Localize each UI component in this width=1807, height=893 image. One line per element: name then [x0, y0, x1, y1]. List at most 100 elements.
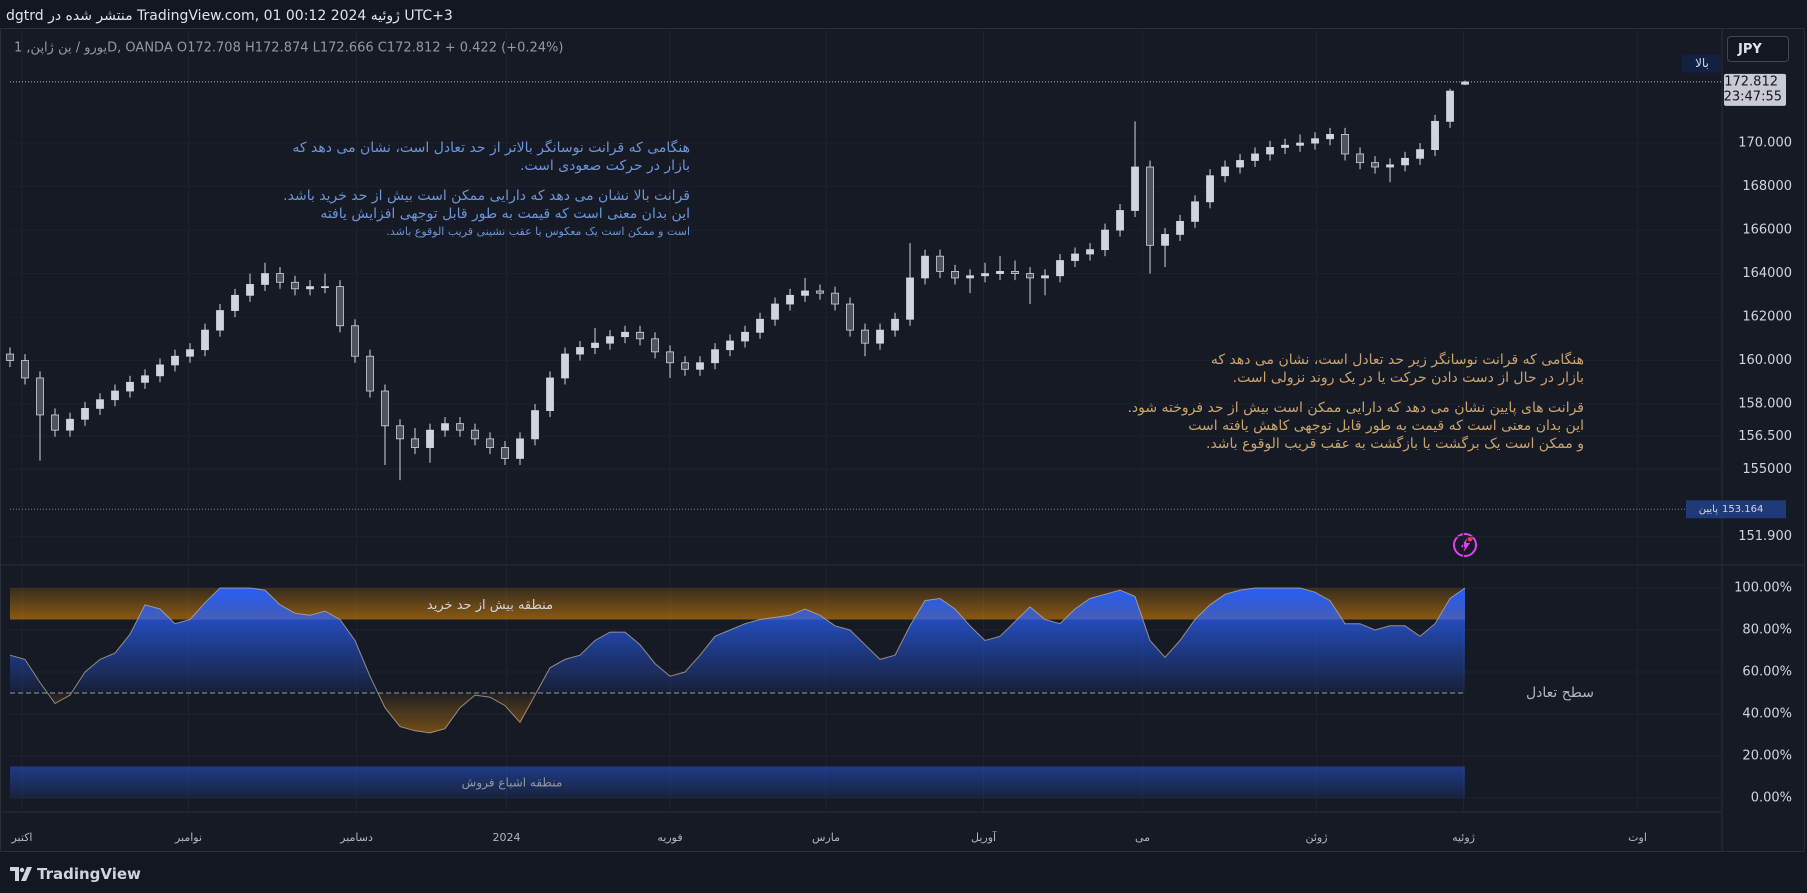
x-tick-label: اوت: [1628, 831, 1647, 844]
y-tick-label: 20.00%: [1742, 748, 1792, 763]
y-tick-label: 40.00%: [1742, 706, 1792, 721]
y-tick-label: 80.00%: [1742, 622, 1792, 637]
candle-body: [921, 255, 929, 279]
candle-body: [816, 290, 824, 294]
candle-body: [831, 292, 839, 305]
y-tick-label: 158.000: [1738, 397, 1792, 412]
candle-body: [111, 390, 119, 401]
candle-body: [456, 423, 464, 431]
candle-body: [1251, 153, 1259, 161]
candle-body: [1041, 275, 1049, 279]
oscillator-fill-above: [10, 588, 1466, 693]
candle-body: [771, 303, 779, 320]
y-tick-label: 100.00%: [1734, 580, 1792, 595]
brand-logo: [10, 867, 32, 881]
low-label: پایین: [1699, 504, 1718, 515]
candle-body: [1281, 144, 1289, 148]
candle-body: [1116, 210, 1124, 231]
alert-icon[interactable]: [1453, 533, 1477, 557]
candle-body: [156, 364, 164, 377]
candle-body: [291, 281, 299, 290]
oscillator-line: [9, 587, 1466, 734]
candle-body: [246, 284, 254, 296]
candle-body: [66, 418, 74, 431]
brand-name: TradingView: [37, 865, 141, 883]
candle-body: [1101, 229, 1109, 251]
candle-body: [1071, 253, 1079, 261]
candle-body: [1221, 166, 1229, 177]
candle-body: [81, 408, 89, 420]
candle-body: [1356, 153, 1364, 164]
candle-body: [696, 362, 704, 370]
candle-body: [306, 286, 314, 290]
y-tick-label: 156.500: [1738, 429, 1792, 444]
candle-body: [906, 277, 914, 320]
candle-body: [21, 360, 29, 379]
note-line: بازار در حال از دست دادن حرکت یا در یک ر…: [1232, 370, 1584, 386]
candle-body: [1146, 166, 1154, 246]
bullish-note: هنگامی که قرانت نوسانگر بالاتر از حد تعا…: [283, 139, 690, 241]
candle-body: [651, 338, 659, 353]
last-badge: [1724, 73, 1786, 106]
candle-body: [1056, 260, 1064, 277]
note-line: این بدان معنی است که قیمت به طور قابل تو…: [320, 206, 690, 222]
candle-body: [981, 273, 989, 277]
candle-body: [891, 318, 899, 331]
candle-body: [1371, 162, 1379, 168]
candle-body: [141, 375, 149, 383]
candle-body: [621, 331, 629, 338]
candle-body: [846, 303, 854, 331]
candle-body: [1401, 157, 1409, 166]
x-tick-label: ژوئیه: [1452, 831, 1475, 844]
note-line: هنگامی که قرانت نوسانگر بالاتر از حد تعا…: [292, 140, 690, 156]
candle-body: [591, 342, 599, 348]
y-tick-label: 155000: [1742, 462, 1792, 477]
candle-body: [996, 271, 1004, 274]
candle-body: [486, 438, 494, 448]
currency-button[interactable]: JPY: [1727, 36, 1789, 62]
x-tick-label: می: [1135, 831, 1150, 844]
candle-body: [1416, 149, 1424, 159]
x-tick-label: دسامبر: [339, 831, 373, 844]
x-tick-label: آوریل: [971, 830, 997, 844]
chart-frame: [0, 28, 1805, 852]
low-badge: [1686, 500, 1786, 519]
candle-body: [666, 351, 674, 364]
candle-body: [516, 438, 524, 459]
candle-body: [1341, 133, 1349, 155]
candle-body: [366, 355, 374, 392]
y-tick-label: 162000: [1742, 310, 1792, 325]
overbought-label: منطقه بیش از حد خرید: [427, 598, 553, 613]
candle-body: [636, 331, 644, 340]
candle-body: [411, 438, 419, 448]
y-tick-label: 170.000: [1738, 136, 1792, 151]
candle-body: [1086, 249, 1094, 255]
candle-body: [186, 349, 194, 357]
x-tick-label: مارس: [812, 831, 840, 844]
x-tick-label: نوامبر: [174, 831, 202, 844]
candle-body: [1131, 166, 1139, 211]
candle-body: [966, 275, 974, 279]
candle-body: [681, 362, 689, 370]
high-badge: [1682, 54, 1722, 73]
published-info: dgtrd منتشر شده در TradingView.com, 01 ژ…: [6, 8, 453, 24]
candle-body: [711, 349, 719, 364]
candle-body: [561, 353, 569, 379]
equilibrium-label: سطح تعادل: [1526, 685, 1594, 701]
candle-body: [441, 423, 449, 431]
candles: [6, 80, 1469, 481]
candle-body: [1011, 271, 1019, 274]
candle-body: [1236, 160, 1244, 168]
candle-body: [336, 286, 344, 327]
top-bar: dgtrd منتشر شده در TradingView.com, 01 ژ…: [0, 0, 1807, 28]
candle-body: [1026, 273, 1034, 279]
x-tick-label: 2024: [493, 831, 521, 844]
candle-body: [1326, 133, 1334, 140]
candle-body: [231, 294, 239, 311]
candle-body: [216, 310, 224, 331]
candle-body: [276, 273, 284, 283]
note-line: است و ممکن است یک معکوس یا عقب نشینی قری…: [386, 225, 690, 238]
candle-body: [1431, 120, 1439, 151]
